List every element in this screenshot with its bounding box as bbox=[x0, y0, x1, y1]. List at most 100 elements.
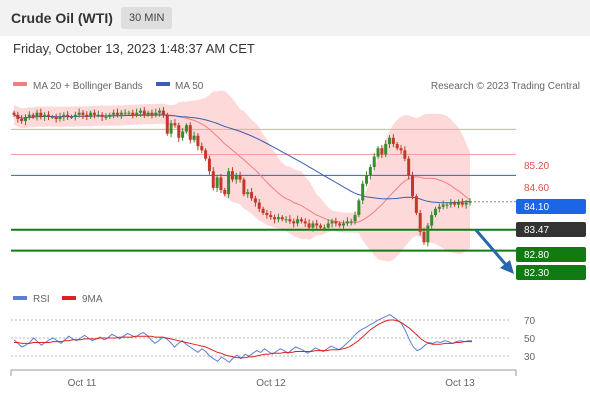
ma50-legend-label: MA 50 bbox=[175, 81, 204, 92]
candle-body bbox=[177, 125, 181, 138]
ma50-legend-swatch bbox=[156, 82, 170, 86]
candle-body bbox=[50, 116, 54, 118]
candle-body bbox=[20, 118, 24, 122]
candle-body bbox=[395, 144, 399, 149]
candle-body bbox=[58, 116, 62, 119]
x-label-oct-11: Oct 11 bbox=[68, 378, 97, 389]
resistance-1-label: 85.20 bbox=[524, 161, 549, 172]
candle-body bbox=[399, 148, 403, 151]
candle-body bbox=[441, 204, 445, 207]
forecast-arrowhead bbox=[500, 260, 514, 274]
candle-body bbox=[342, 223, 346, 226]
candle-body bbox=[426, 225, 430, 243]
candle-body bbox=[384, 144, 388, 155]
candle-body bbox=[200, 146, 204, 151]
candle-body bbox=[407, 158, 411, 176]
candle-body bbox=[119, 112, 123, 115]
candle-body bbox=[131, 112, 135, 115]
support-2-label: 82.30 bbox=[524, 268, 549, 279]
candle-body bbox=[73, 114, 77, 117]
report-datetime: Friday, October 13, 2023 1:48:37 AM CET bbox=[13, 41, 255, 56]
candle-body bbox=[100, 114, 104, 117]
candle-body bbox=[311, 223, 315, 228]
support-2-pill bbox=[516, 265, 586, 280]
candle-body bbox=[288, 219, 292, 222]
candle-body bbox=[115, 112, 119, 115]
candle-body bbox=[154, 112, 158, 115]
candle-body bbox=[192, 135, 196, 140]
candle-body bbox=[196, 135, 200, 147]
x-label-oct-13: Oct 13 bbox=[445, 378, 475, 389]
support-1-label: 82.80 bbox=[524, 250, 549, 261]
candle-body bbox=[184, 125, 188, 132]
candle-body bbox=[430, 215, 434, 226]
candle-body bbox=[365, 175, 369, 184]
candle-body bbox=[215, 177, 219, 188]
candle-body bbox=[468, 201, 472, 203]
candle-body bbox=[334, 221, 338, 224]
candle-body bbox=[391, 137, 395, 145]
candle-body bbox=[108, 114, 112, 117]
candle-body bbox=[303, 221, 307, 224]
candle-body bbox=[150, 112, 154, 115]
candle-body bbox=[104, 116, 108, 118]
candle-body bbox=[165, 114, 169, 134]
candle-body bbox=[253, 198, 257, 203]
rsi-legend-label: RSI bbox=[33, 294, 50, 305]
candle-body bbox=[62, 114, 66, 117]
ma20-legend-label: MA 20 + Bollinger Bands bbox=[33, 81, 143, 92]
instrument-title: Crude Oil (WTI) bbox=[11, 10, 113, 26]
candle-body bbox=[322, 227, 326, 229]
candle-body bbox=[123, 112, 127, 114]
current-price-label: 83.47 bbox=[524, 225, 549, 236]
candle-body bbox=[319, 225, 323, 228]
candle-body bbox=[173, 123, 177, 126]
candle-body bbox=[66, 114, 70, 117]
candle-body bbox=[12, 112, 16, 115]
candle-body bbox=[414, 196, 418, 213]
candle-body bbox=[223, 190, 227, 195]
candle-body bbox=[376, 148, 380, 157]
candle-body bbox=[27, 114, 31, 117]
pivot-label: 84.10 bbox=[524, 202, 549, 213]
candle-body bbox=[238, 175, 242, 180]
rsi-gridlines bbox=[11, 319, 510, 357]
candle-body bbox=[457, 202, 461, 205]
candle-body bbox=[380, 148, 384, 155]
candle-body bbox=[234, 175, 238, 180]
candle-body bbox=[411, 175, 415, 197]
candle-body bbox=[372, 156, 376, 168]
candle-body bbox=[142, 110, 146, 115]
rsi-ma-legend-label: 9MA bbox=[82, 294, 103, 305]
candle-body bbox=[345, 221, 349, 224]
current-price-pill bbox=[516, 222, 586, 237]
candle-body bbox=[326, 223, 330, 228]
candle-body bbox=[299, 219, 303, 222]
candle-body bbox=[146, 112, 150, 115]
resistance-2-label: 84.60 bbox=[524, 183, 549, 194]
candle-body bbox=[315, 223, 319, 226]
candle-body bbox=[89, 112, 93, 117]
candle-body bbox=[158, 110, 162, 113]
copyright-text: Research © 2023 Trading Central bbox=[431, 81, 580, 92]
candle-body bbox=[85, 114, 89, 117]
candle-body bbox=[138, 110, 142, 113]
candle-body bbox=[16, 114, 20, 119]
candle-body bbox=[296, 219, 300, 224]
candle-body bbox=[112, 112, 116, 115]
candle-body bbox=[434, 208, 438, 216]
candle-body bbox=[204, 150, 208, 159]
candle-body bbox=[361, 183, 365, 201]
candle-body bbox=[449, 202, 453, 205]
candle-body bbox=[437, 206, 441, 209]
candle-body bbox=[219, 177, 223, 190]
candle-body bbox=[453, 202, 457, 205]
candle-body bbox=[250, 192, 254, 199]
candle-body bbox=[31, 114, 35, 117]
candle-body bbox=[464, 202, 468, 205]
candle-body bbox=[276, 217, 280, 220]
candle-body bbox=[127, 112, 131, 114]
support-1-pill bbox=[516, 247, 586, 262]
candle-body bbox=[211, 171, 215, 188]
timeframe-button[interactable]: 30 MIN bbox=[121, 7, 173, 29]
